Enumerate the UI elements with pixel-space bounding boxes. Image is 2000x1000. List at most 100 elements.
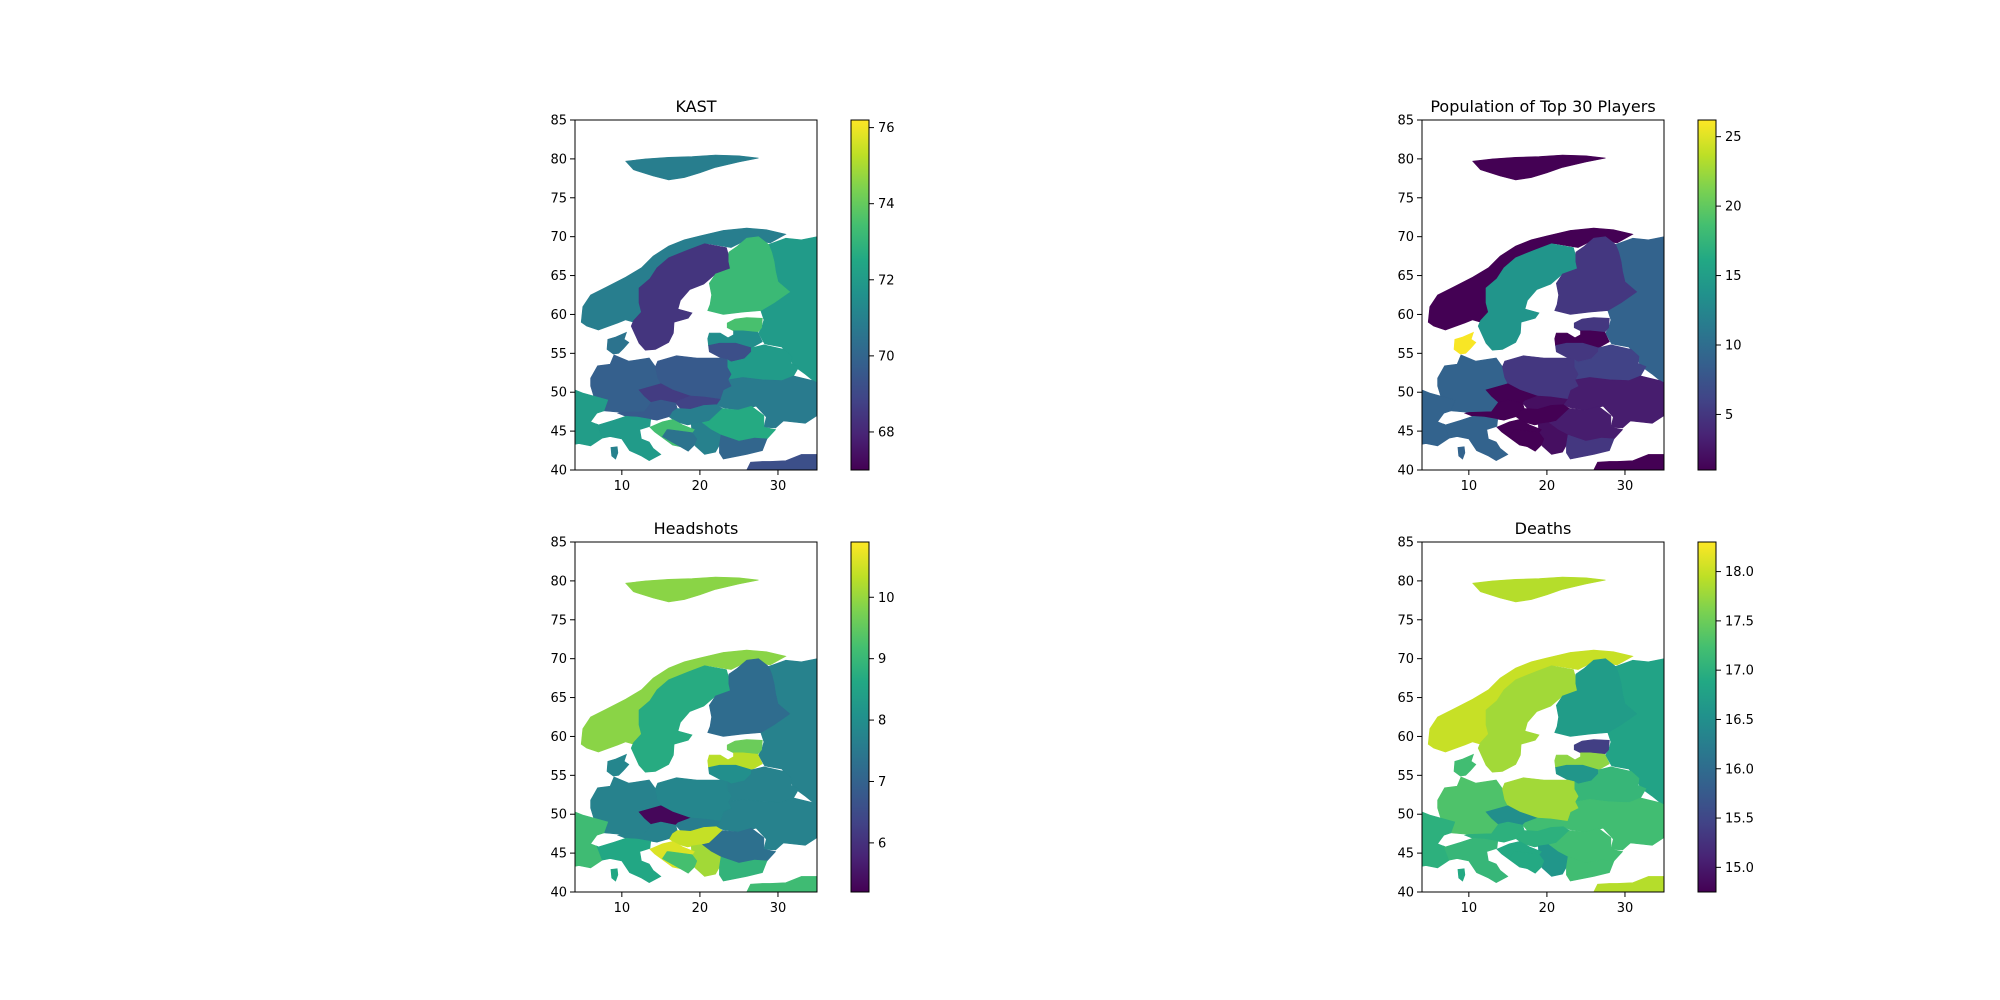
- x-tick-label: 30: [1617, 479, 1634, 494]
- colorbar-gradient: [1697, 119, 1717, 471]
- x-tick-label: 20: [692, 479, 709, 494]
- colorbar-tick: 9: [869, 652, 886, 667]
- colorbar-tick-label: 20: [1725, 200, 1742, 215]
- x-tick: 10: [1461, 892, 1477, 916]
- region-denmark: [1453, 753, 1477, 777]
- region-corsica: [1457, 868, 1466, 882]
- x-tick-label: 10: [1461, 479, 1478, 494]
- map-panel-headshots: Headshots 10 20 30 40 45 50 55 60 65 70 75 80 85 6 7 8 9 1…: [550, 519, 894, 916]
- y-tick-label: 50: [550, 386, 567, 401]
- y-tick-label: 40: [1397, 886, 1414, 901]
- y-tick: 65: [1397, 691, 1422, 706]
- y-tick: 60: [1397, 308, 1422, 323]
- y-tick-label: 70: [1397, 652, 1414, 667]
- y-tick: 65: [550, 269, 575, 284]
- colorbar-tick: 16.5: [1716, 713, 1754, 728]
- y-tick-label: 75: [550, 613, 567, 628]
- x-tick-label: 20: [692, 901, 709, 916]
- colorbar-tick-label: 6: [878, 836, 886, 851]
- colorbar-tick: 16.0: [1716, 762, 1754, 777]
- colorbar-tick: 10: [1716, 339, 1742, 354]
- colorbar-tick: 10: [869, 591, 895, 606]
- y-tick-label: 80: [1397, 152, 1414, 167]
- colorbar-gradient: [850, 541, 870, 893]
- colorbar-tick: 15.0: [1716, 861, 1754, 876]
- region-bulgaria: [719, 856, 768, 882]
- axes-frame: [574, 119, 818, 471]
- y-tick: 65: [1397, 269, 1422, 284]
- colorbar-tick-label: 8: [878, 714, 886, 729]
- colorbar-tick-label: 15.5: [1725, 812, 1754, 827]
- x-tick-label: 30: [770, 479, 787, 494]
- axes-frame: [1421, 119, 1665, 471]
- y-tick: 65: [550, 691, 575, 706]
- region-estonia: [1573, 739, 1610, 755]
- y-tick: 60: [1397, 730, 1422, 745]
- y-tick-label: 85: [1397, 114, 1414, 129]
- y-tick-label: 65: [550, 691, 567, 706]
- y-tick-label: 70: [550, 652, 567, 667]
- y-tick: 75: [550, 191, 575, 206]
- y-tick-label: 60: [1397, 308, 1414, 323]
- y-tick: 50: [1397, 808, 1422, 823]
- y-tick: 40: [550, 464, 575, 479]
- y-tick-label: 60: [1397, 730, 1414, 745]
- y-tick-label: 85: [550, 536, 567, 551]
- y-tick-label: 65: [1397, 691, 1414, 706]
- region-bulgaria: [1566, 434, 1615, 460]
- x-tick-label: 10: [614, 479, 631, 494]
- y-tick: 60: [550, 308, 575, 323]
- colorbar-tick-label: 25: [1725, 130, 1742, 145]
- colorbar-tick-label: 68: [878, 425, 895, 440]
- region-turkey: [1593, 876, 1664, 892]
- colorbar-tick: 70: [869, 349, 895, 364]
- y-tick: 70: [550, 230, 575, 245]
- regions: [1422, 576, 1664, 892]
- y-tick: 60: [550, 730, 575, 745]
- colorbar-tick: 15: [1716, 269, 1742, 284]
- region-hungary: [1516, 826, 1570, 848]
- y-tick-label: 45: [550, 425, 567, 440]
- y-tick-label: 55: [550, 769, 567, 784]
- y-tick: 40: [1397, 886, 1422, 901]
- colorbar-tick: 17.5: [1716, 614, 1754, 629]
- y-tick: 45: [1397, 425, 1422, 440]
- colorbar-headshots: 6 7 8 9 10: [850, 541, 895, 893]
- region-bulgaria: [1566, 856, 1615, 882]
- colorbar-tick: 25: [1716, 130, 1742, 145]
- y-tick: 55: [1397, 769, 1422, 784]
- region-corsica: [1457, 446, 1466, 460]
- y-tick-label: 80: [550, 152, 567, 167]
- region-hungary: [1516, 404, 1570, 426]
- y-tick-label: 45: [1397, 425, 1414, 440]
- colorbar-tick-label: 72: [878, 273, 895, 288]
- y-tick: 75: [550, 613, 575, 628]
- region-denmark: [606, 331, 630, 355]
- colorbar-gradient: [1697, 541, 1717, 893]
- map-panel-kast: KAST 10 20 30 40 45 50 55 60 65 70 75 80 85 68 70 72 74 76: [550, 97, 894, 494]
- panel-title: Population of Top 30 Players: [1430, 97, 1655, 116]
- y-tick: 80: [1397, 574, 1422, 589]
- map-panel-deaths: Deaths 10 20 30 40 45 50 55 60 65 70 75 80 85 15.0 15.5…: [1397, 519, 1754, 916]
- colorbar-tick: 76: [869, 121, 895, 136]
- x-tick: 20: [692, 470, 709, 494]
- axes-frame: [574, 541, 818, 893]
- colorbar-tick: 74: [869, 197, 895, 212]
- x-tick: 20: [1539, 892, 1555, 916]
- x-tick: 20: [692, 892, 709, 916]
- panel-title: KAST: [675, 97, 716, 116]
- region-estonia: [1573, 317, 1610, 333]
- x-tick-label: 10: [614, 901, 631, 916]
- y-tick-label: 85: [550, 114, 567, 129]
- regions: [575, 576, 817, 892]
- y-tick-label: 80: [1397, 574, 1414, 589]
- y-tick: 55: [550, 769, 575, 784]
- colorbar-tick: 72: [869, 273, 895, 288]
- colorbar-tick: 5: [1716, 408, 1733, 423]
- regions: [575, 154, 817, 470]
- colorbar-tick: 18.0: [1716, 565, 1754, 580]
- y-tick-label: 50: [550, 808, 567, 823]
- y-tick: 40: [1397, 464, 1422, 479]
- colorbar-deaths: 15.0 15.5 16.0 16.5 17.0 17.5 18.0: [1697, 541, 1754, 893]
